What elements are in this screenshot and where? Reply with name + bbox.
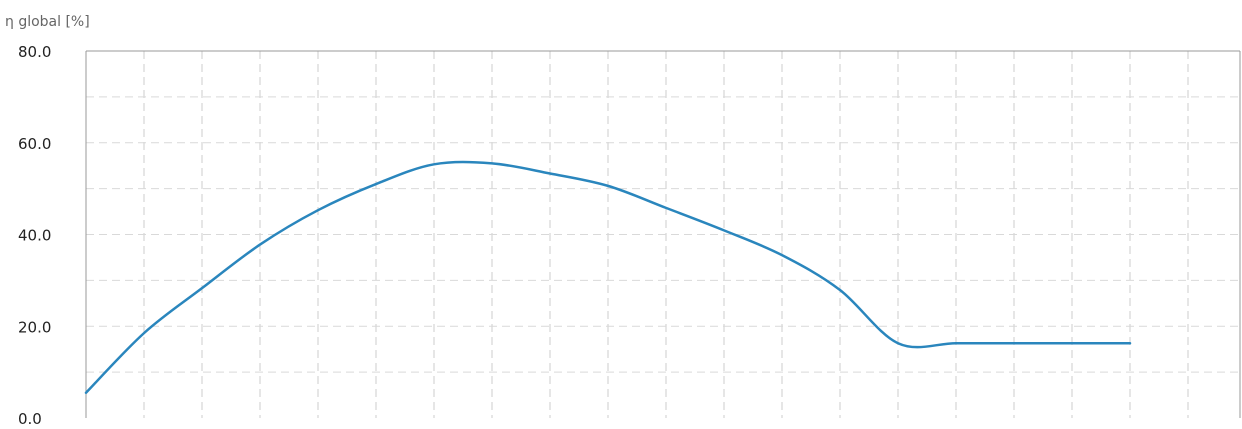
y-tick-label: 80.0 — [18, 43, 51, 61]
plot-frame — [85, 50, 1241, 418]
y-ticks: 80.0 60.0 40.0 20.0 0.0 — [18, 43, 51, 428]
grid — [86, 51, 1240, 418]
y-tick-label: 40.0 — [18, 227, 51, 245]
y-tick-label: 60.0 — [18, 135, 51, 153]
series — [84, 160, 1132, 395]
y-axis-label: η global [%] — [5, 14, 90, 30]
series-line — [84, 160, 1132, 395]
y-tick-label: 0.0 — [18, 410, 42, 428]
y-tick-label: 20.0 — [18, 318, 51, 336]
